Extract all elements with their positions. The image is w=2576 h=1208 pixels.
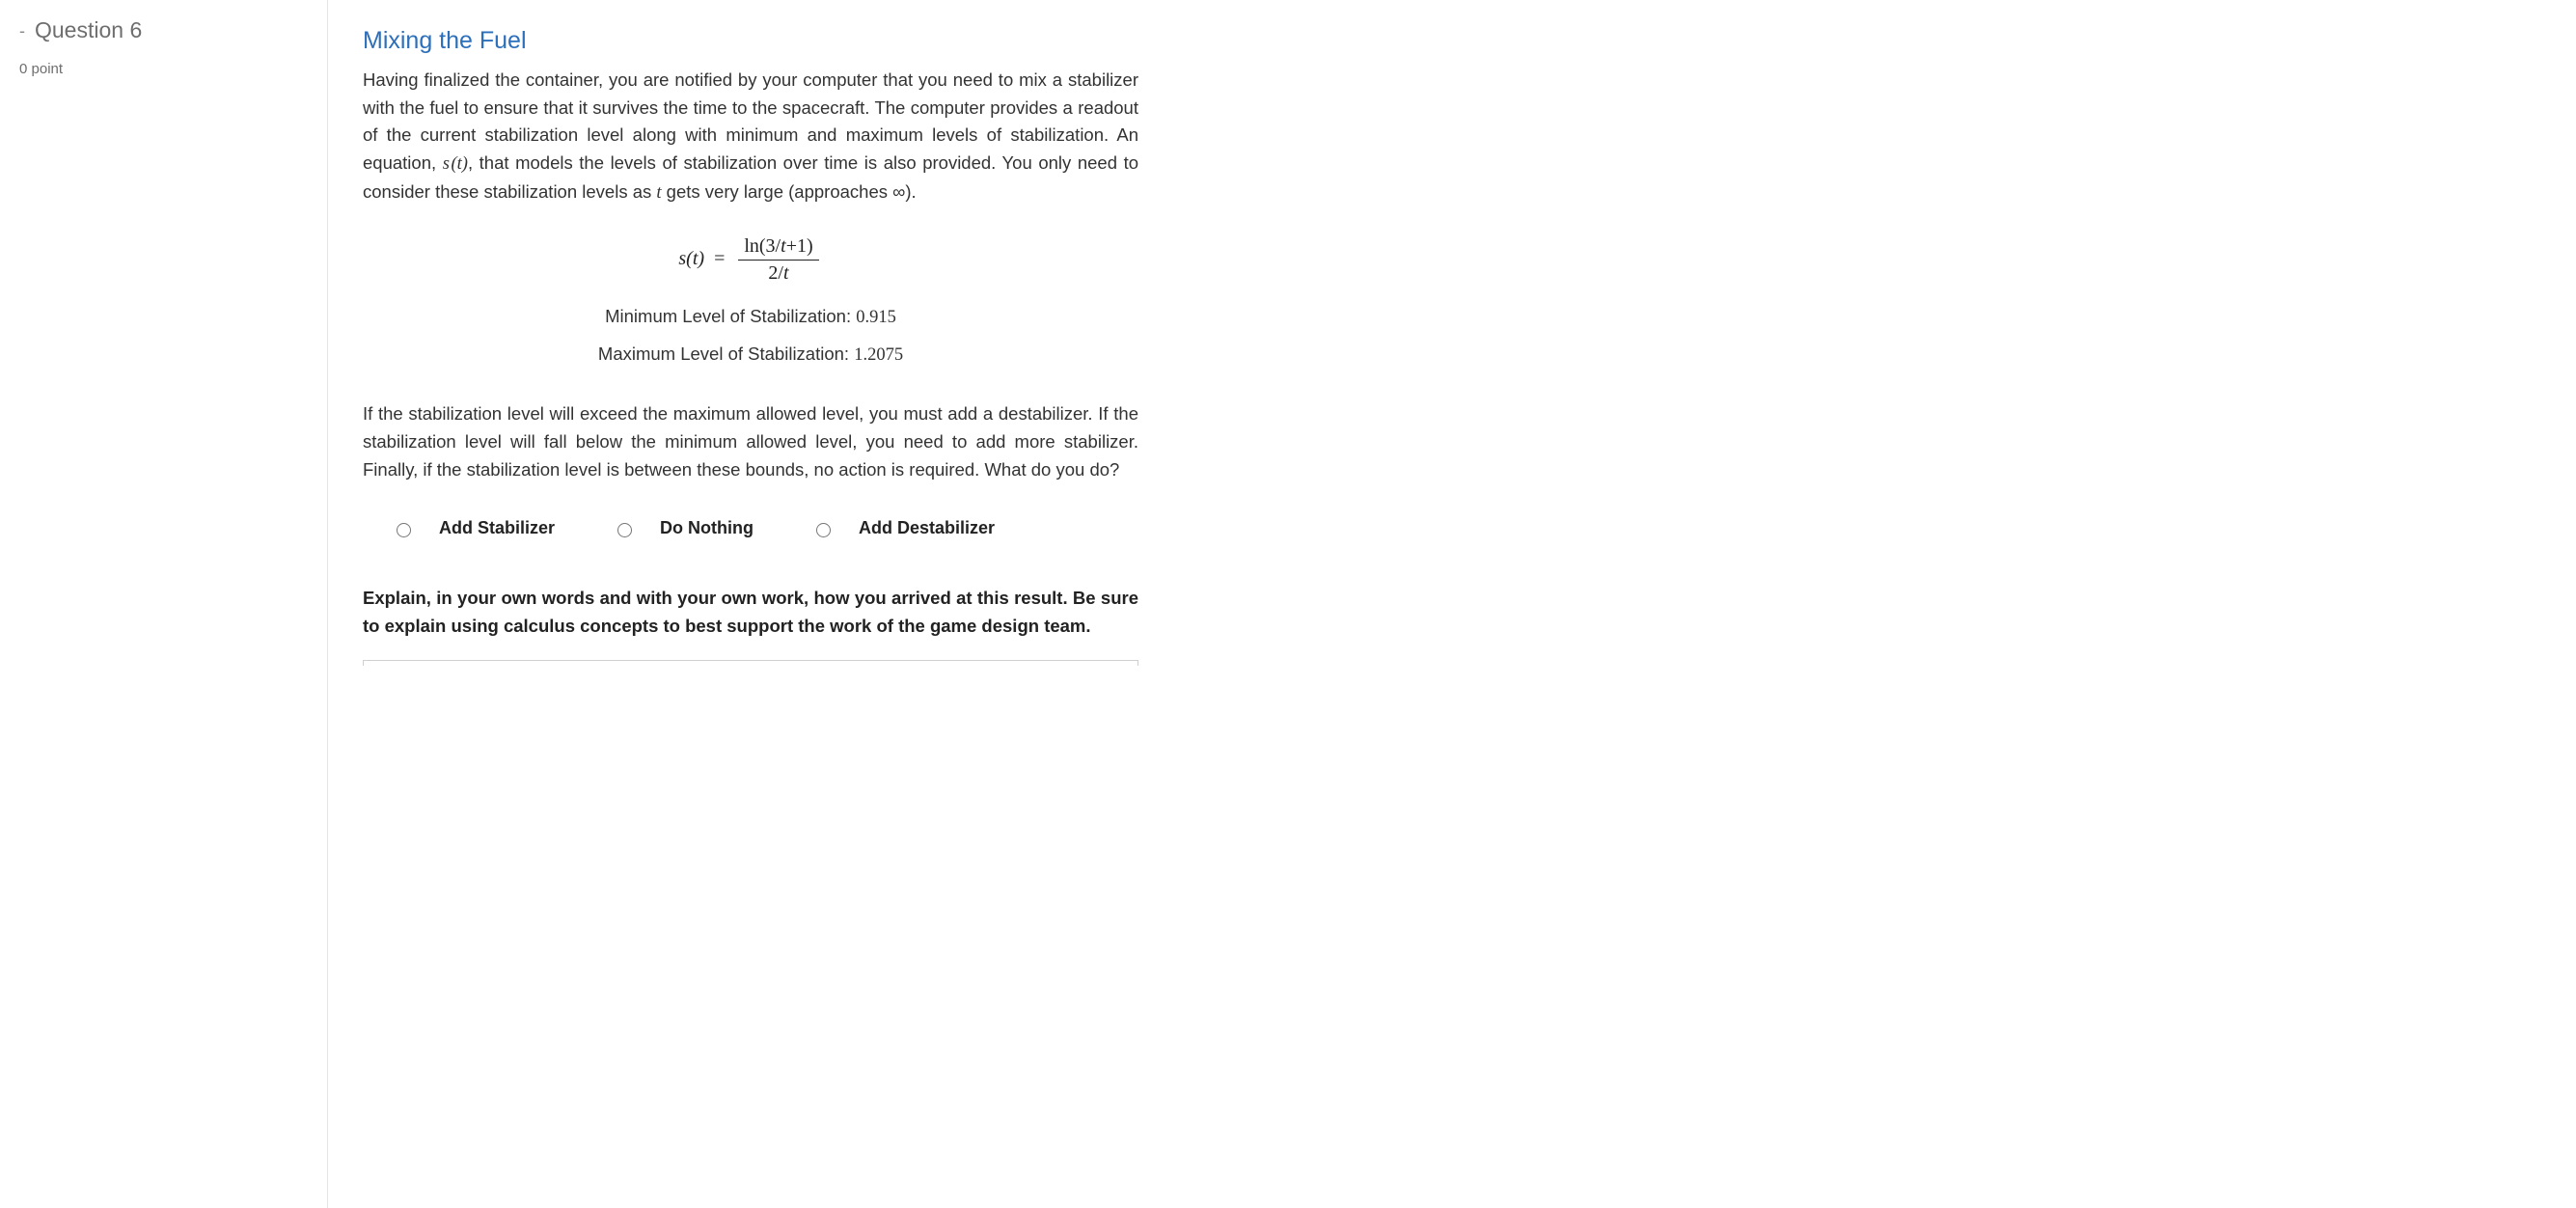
question-content: Mixing the Fuel Having finalized the con… bbox=[328, 0, 1196, 1208]
intro-paragraph: Having finalized the container, you are … bbox=[363, 67, 1138, 206]
equation-fraction: ln(3/t+1) 2/t bbox=[738, 235, 818, 285]
sidebar: - Question 6 0 point bbox=[0, 0, 328, 1208]
min-level-value: 0.915 bbox=[856, 308, 896, 327]
radio-do-nothing[interactable] bbox=[617, 523, 632, 537]
option-label: Add Destabilizer bbox=[859, 518, 995, 538]
explain-prompt: Explain, in your own words and with your… bbox=[363, 585, 1138, 640]
inline-function: s (t) bbox=[443, 154, 468, 174]
collapse-icon[interactable]: - bbox=[19, 22, 25, 40]
answer-textarea-top-edge[interactable] bbox=[363, 660, 1138, 666]
section-title: Mixing the Fuel bbox=[363, 27, 1138, 55]
option-add-stabilizer[interactable]: Add Stabilizer bbox=[392, 518, 555, 538]
stabilization-levels: Minimum Level of Stabilization: 0.915 Ma… bbox=[363, 298, 1138, 373]
instructions-paragraph: If the stabilization level will exceed t… bbox=[363, 400, 1138, 483]
min-level-row: Minimum Level of Stabilization: 0.915 bbox=[363, 298, 1138, 336]
points-label: 0 point bbox=[19, 61, 308, 77]
equation-numerator: ln(3/t+1) bbox=[738, 235, 818, 261]
min-level-label: Minimum Level of Stabilization: bbox=[605, 306, 856, 326]
radio-add-stabilizer[interactable] bbox=[397, 523, 411, 537]
radio-add-destabilizer[interactable] bbox=[816, 523, 831, 537]
equation-denominator: 2/t bbox=[738, 261, 818, 285]
option-label: Do Nothing bbox=[660, 518, 754, 538]
max-level-label: Maximum Level of Stabilization: bbox=[598, 343, 854, 364]
question-header[interactable]: - Question 6 bbox=[19, 17, 308, 43]
option-do-nothing[interactable]: Do Nothing bbox=[613, 518, 754, 538]
option-add-destabilizer[interactable]: Add Destabilizer bbox=[811, 518, 995, 538]
max-level-value: 1.2075 bbox=[854, 345, 903, 365]
max-level-row: Maximum Level of Stabilization: 1.2075 bbox=[363, 336, 1138, 373]
intro-text-after: gets very large (approaches ∞). bbox=[662, 181, 917, 202]
question-label: Question 6 bbox=[35, 17, 142, 43]
answer-options: Add Stabilizer Do Nothing Add Destabiliz… bbox=[363, 508, 1138, 548]
page-root: - Question 6 0 point Mixing the Fuel Hav… bbox=[0, 0, 2576, 1208]
option-label: Add Stabilizer bbox=[439, 518, 555, 538]
equation-lhs: s(t) bbox=[678, 248, 709, 269]
equation-block: s(t) = ln(3/t+1) 2/t bbox=[363, 235, 1138, 285]
equation: s(t) = ln(3/t+1) 2/t bbox=[678, 235, 822, 285]
